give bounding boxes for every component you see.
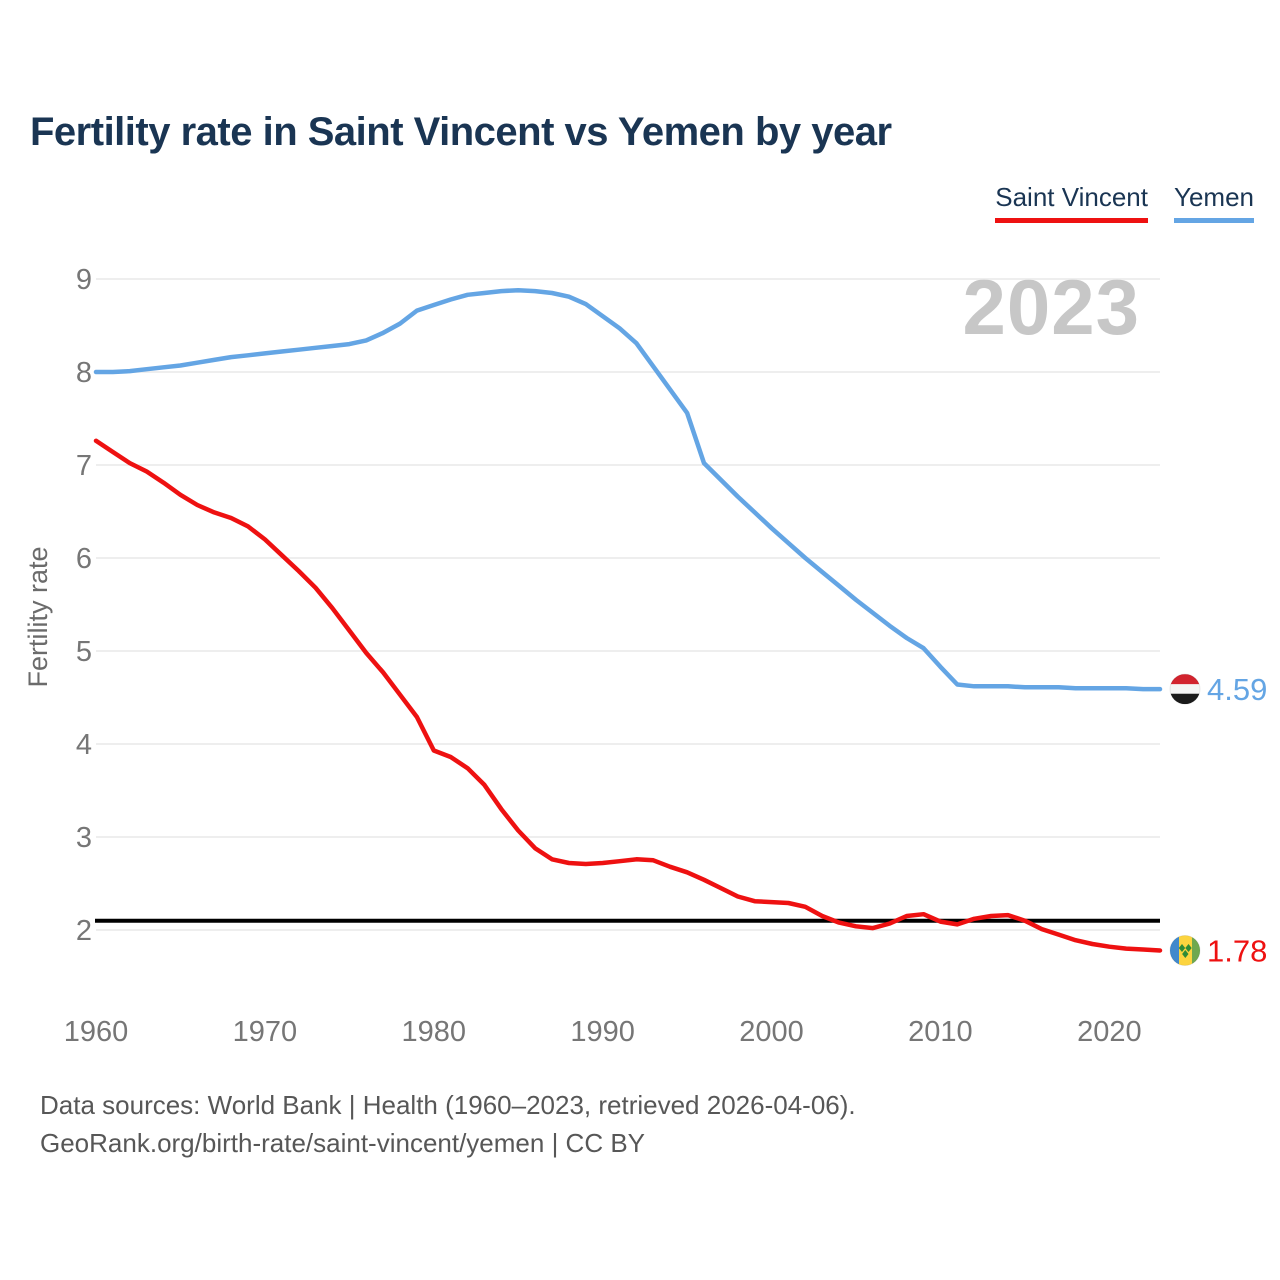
footer: Data sources: World Bank | Health (1960–… [40,1086,856,1162]
y-tick-3: 3 [76,822,92,854]
legend-item-yemen[interactable]: Yemen [1174,182,1254,223]
series-line-yemen [93,287,1163,692]
y-tick-8: 8 [76,357,92,389]
y-tick-9: 9 [76,264,92,296]
legend-item-saint-vincent[interactable]: Saint Vincent [995,182,1148,223]
series-line-saint-vincent [93,438,1163,953]
end-value-saint-vincent: 1.78 [1207,933,1267,968]
x-tick-2010: 2010 [908,1016,973,1048]
x-tick-1970: 1970 [233,1016,298,1048]
y-axis-label: Fertility rate [23,546,53,687]
fertility-line-chart: 2 3 4 5 6 7 8 9 1960 1970 1980 1990 2000 2010 2020 Fert… [23,264,1267,1048]
x-tick-1980: 1980 [402,1016,467,1048]
yemen-flag-icon [1169,673,1201,705]
y-tick-4: 4 [76,729,92,761]
y-tick-6: 6 [76,543,92,575]
y-tick-7: 7 [76,450,92,482]
x-tick-1960: 1960 [64,1016,129,1048]
footer-attribution: GeoRank.org/birth-rate/saint-vincent/yem… [40,1128,646,1158]
x-tick-2000: 2000 [739,1016,804,1048]
y-tick-5: 5 [76,636,92,668]
y-tick-2: 2 [76,915,92,947]
year-watermark: 2023 [962,263,1140,351]
footer-data-sources: Data sources: World Bank | Health (1960–… [40,1090,856,1120]
x-tick-2020: 2020 [1077,1016,1142,1048]
end-value-yemen: 4.59 [1207,672,1267,707]
x-tick-1990: 1990 [570,1016,635,1048]
saint-vincent-flag-icon [1169,934,1201,966]
legend: Saint Vincent Yemen [995,182,1254,223]
page-title: Fertility rate in Saint Vincent vs Yemen… [30,110,892,154]
